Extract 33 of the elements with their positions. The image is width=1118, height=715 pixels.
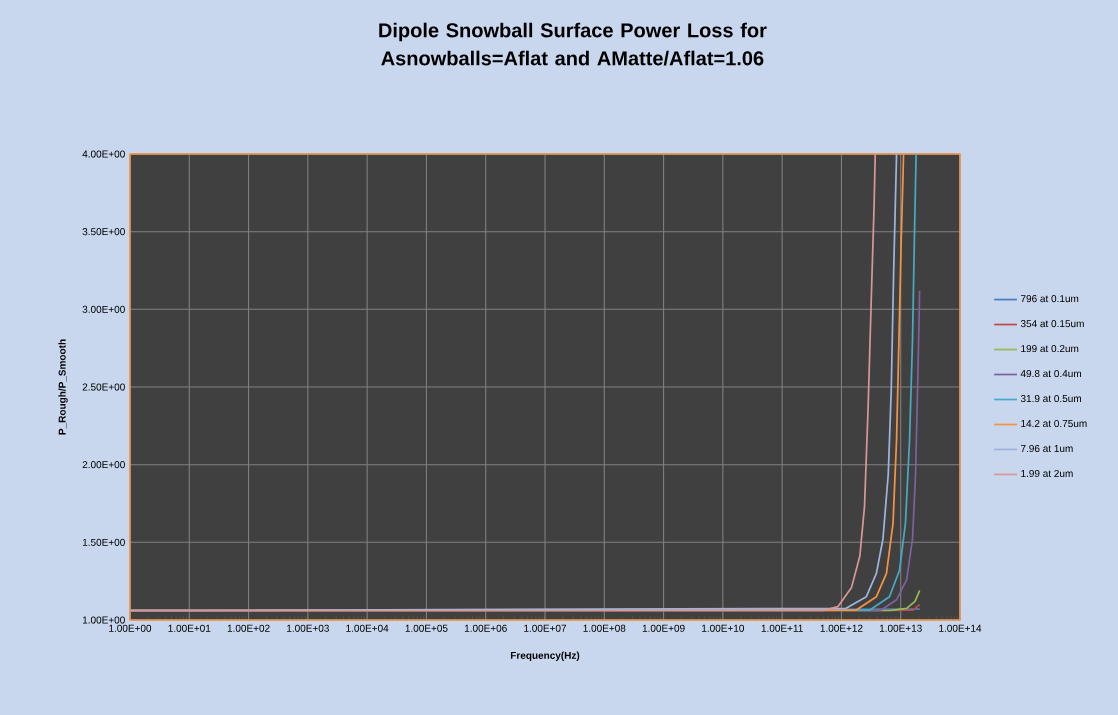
x-tick-label: 1.00E+06 (464, 624, 507, 632)
x-tick-label: 1.00E+13 (879, 624, 922, 632)
x-tick-label: 1.00E+04 (346, 624, 389, 632)
legend-label: 49.8 at 0.4um (1020, 370, 1081, 378)
x-tick-label: 1.00E+12 (820, 624, 863, 632)
x-tick-label: 1.00E+01 (168, 624, 211, 632)
legend-label: 796 at 0.1um (1021, 295, 1079, 303)
y-tick-label: 1.00E+00 (82, 616, 125, 624)
x-tick-label: 1.00E+02 (227, 624, 270, 632)
x-axis-title: Frequency(Hz) (510, 651, 580, 661)
y-tick-label: 1.50E+00 (82, 538, 125, 546)
legend-label: 199 at 0.2um (1021, 345, 1079, 353)
chart-title: Dipole Snowball Surface Power Loss for Asnowballs=Aflat and AMatte/Aflat=1.06 (379, 22, 767, 66)
y-tick-label: 2.50E+00 (82, 383, 125, 391)
x-tick-label: 1.00E+00 (109, 624, 152, 632)
y-tick-label: 4.00E+00 (82, 150, 125, 158)
y-tick-label: 3.50E+00 (82, 228, 125, 236)
x-tick-label: 1.00E+11 (761, 624, 803, 632)
y-axis-title: P_Rough/P_Smooth (58, 339, 68, 435)
y-tick-label: 2.00E+00 (82, 461, 125, 469)
x-tick-label: 1.00E+09 (642, 624, 685, 632)
x-tick-label: 1.00E+08 (583, 624, 626, 632)
legend-label: 14.2 at 0.75um (1021, 419, 1087, 428)
legend-label: 354 at 0.15um (1020, 320, 1084, 328)
x-tick-label: 1.00E+07 (524, 624, 567, 632)
x-tick-label: 1.00E+03 (287, 624, 329, 632)
legend-label: 7.96 at 1um (1021, 444, 1073, 453)
legend-label: 1.99 at 2um (1021, 469, 1073, 478)
x-tick-label: 1.00E+14 (939, 624, 982, 632)
legend-label: 31.9 at 0.5um (1020, 395, 1081, 403)
x-tick-label: 1.00E+10 (702, 624, 745, 632)
y-tick-label: 3.00E+00 (82, 305, 125, 313)
x-tick-label: 1.00E+05 (405, 624, 448, 632)
